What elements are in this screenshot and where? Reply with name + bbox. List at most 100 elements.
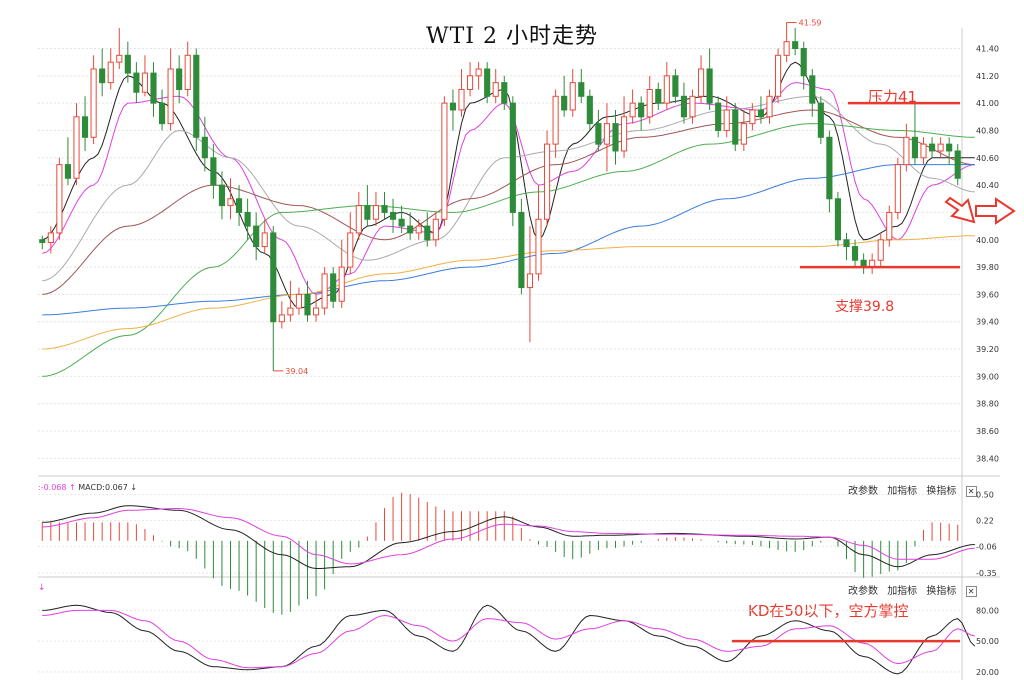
candle-body [47, 232, 54, 243]
price-tick-label: 39.00 [976, 372, 999, 381]
candle-body [877, 239, 884, 261]
candle-body [64, 164, 72, 179]
candle-body [458, 88, 465, 111]
candle-body [732, 109, 739, 145]
candle-body [56, 164, 63, 234]
switch-indicator-button[interactable]: 换指标 [926, 486, 957, 497]
price-tick-label: 41.20 [976, 72, 999, 81]
resistance-label: 压力41 [868, 88, 918, 106]
support-label: 支撑39.8 [835, 299, 895, 315]
price-tick-label: 40.80 [976, 126, 999, 135]
switch-indicator-button[interactable]: 换指标 [926, 586, 957, 597]
candle-body [706, 68, 713, 104]
candle-body [278, 314, 285, 323]
candle-body [817, 102, 824, 138]
candle-body [757, 109, 765, 118]
candle-body [843, 239, 850, 248]
candle-body [475, 68, 482, 77]
candle-body [783, 41, 790, 56]
macd-dif-line [42, 505, 975, 569]
candle-body [39, 239, 46, 243]
candle-body [663, 75, 670, 104]
price-tick-label: 39.80 [976, 263, 999, 272]
candle-body [826, 136, 833, 200]
kd-k-line [42, 604, 976, 675]
candle-body [107, 61, 114, 84]
change-params-button[interactable]: 改参数 [848, 486, 878, 497]
candle-body [492, 82, 499, 97]
add-indicator-button[interactable]: 加指标 [887, 586, 918, 597]
candle-body [954, 150, 961, 179]
kd-tick-label: 50.00 [976, 637, 999, 646]
candle-body [415, 225, 422, 234]
candle-body [116, 54, 123, 63]
candle-body [809, 75, 816, 104]
candle-body [432, 218, 439, 241]
moving-average-line [42, 95, 975, 282]
candle-body [338, 266, 345, 302]
candle-body [176, 68, 183, 90]
candle-body [227, 198, 234, 207]
candle-body [518, 211, 525, 289]
candle-body [646, 88, 653, 118]
macd-panel-buttons: 改参数 加指标 换指标 ✕ [848, 482, 983, 497]
candle-body [201, 136, 208, 159]
candle-body [398, 218, 405, 227]
candle-body [210, 157, 217, 186]
candle-body [99, 68, 106, 84]
candle-body [81, 116, 89, 138]
candle-body [407, 225, 414, 234]
price-tick-label: 41.00 [976, 99, 999, 108]
candle-body [774, 54, 782, 97]
candle-body [141, 72, 149, 93]
candle-body [894, 164, 901, 213]
candle-body [937, 143, 944, 152]
macd-up-arrow: ↑ [69, 483, 76, 492]
candle-body [133, 72, 140, 93]
candle-body [946, 143, 953, 152]
candle-body [911, 136, 919, 159]
kd-tick-label: 20.00 [976, 668, 999, 677]
right-arrow-icon [975, 197, 1016, 225]
candle-body [723, 109, 730, 131]
low-price-label: 39.04 [285, 367, 308, 376]
candle-body [304, 293, 311, 316]
candle-body [389, 211, 397, 220]
macd-tick-label: 0.22 [976, 516, 994, 525]
candle-body [620, 116, 628, 152]
add-indicator-button[interactable]: 加指标 [887, 486, 918, 497]
candle-body [595, 123, 602, 145]
candle-body [321, 273, 328, 309]
moving-average-line [42, 123, 975, 377]
candle-body [629, 102, 636, 118]
close-icon[interactable]: ✕ [965, 485, 977, 497]
candle-body [73, 116, 80, 179]
candle-body [697, 68, 705, 97]
kd-header-arrow: ↓ [38, 583, 46, 593]
macd-value-label: MACD:0.067 [78, 483, 128, 492]
candle-body [715, 102, 722, 131]
candle-body [749, 109, 756, 125]
price-tick-label: 41.40 [976, 44, 999, 53]
down-arrow-icon [944, 196, 976, 224]
candle-body [235, 198, 243, 213]
candle-body [689, 95, 696, 118]
chart-title: WTI 2 小时走势 [426, 24, 598, 49]
candle-body [543, 143, 551, 220]
candle-body [244, 211, 251, 227]
candle-body [886, 211, 893, 241]
candle-body [449, 102, 457, 111]
candle-body [466, 75, 474, 90]
candle-body [928, 143, 936, 152]
change-params-button[interactable]: 改参数 [848, 586, 878, 597]
candle-body [903, 136, 910, 166]
candle-body [253, 225, 260, 248]
kd-tick-label: 80.00 [976, 606, 999, 615]
candle-body [90, 68, 97, 138]
candle-body [612, 123, 619, 152]
candle-body [150, 72, 157, 104]
candle-body [364, 205, 371, 220]
candle-body [218, 184, 226, 207]
close-icon[interactable]: ✕ [965, 585, 977, 597]
candle-body [441, 102, 448, 220]
